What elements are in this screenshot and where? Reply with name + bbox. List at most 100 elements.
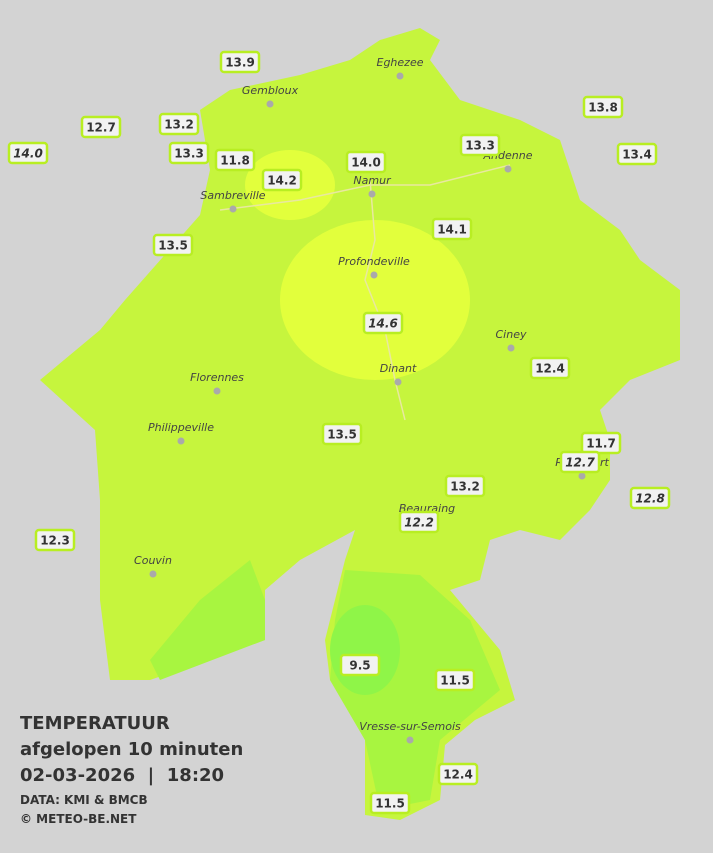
station-label: 11.7 <box>580 431 622 455</box>
town-name: Eghezee <box>377 56 424 69</box>
town-dot <box>213 387 221 395</box>
cool-zone <box>150 560 265 680</box>
cold-zone <box>330 605 400 695</box>
source: DATA: KMI & BMCB <box>20 793 148 807</box>
label-box <box>219 50 261 74</box>
label-box <box>434 668 476 692</box>
label-box <box>80 115 122 139</box>
label-box <box>559 450 601 474</box>
label-box <box>34 528 76 552</box>
temperature: 11.8 <box>220 154 250 168</box>
temperature: 11.5 <box>375 797 405 811</box>
town-name: Gembloux <box>242 84 299 97</box>
temperature: 14.0 <box>13 147 43 161</box>
temperature: 14.1 <box>437 223 467 237</box>
label-box <box>529 356 571 380</box>
label-box <box>431 217 473 241</box>
station-label: 11.5 <box>369 791 411 815</box>
town-name: Dinant <box>380 362 417 375</box>
station-label: 13.9 <box>219 50 261 74</box>
station-label: 13.2 <box>158 112 200 136</box>
river <box>219 164 511 211</box>
temperature: 13.9 <box>225 56 255 70</box>
station-label: 14.1 <box>431 217 473 241</box>
station-label: 9.5 <box>339 653 381 677</box>
station-label: 12.8 <box>629 486 671 510</box>
label-box <box>437 762 479 786</box>
copyright: © METEO-BE.NET <box>20 812 137 826</box>
label-box <box>369 791 411 815</box>
temperature: 13.5 <box>327 428 357 442</box>
temperature: 9.5 <box>349 659 370 673</box>
town-dot <box>394 378 402 386</box>
label-box <box>261 168 303 192</box>
temperature: 12.2 <box>404 516 434 530</box>
station-label: 12.7 <box>80 115 122 139</box>
station-label: 13.5 <box>321 422 363 446</box>
town-name: Couvin <box>134 554 172 567</box>
town-name: Ciney <box>496 328 527 341</box>
town-dot <box>266 100 274 108</box>
town-name: Vresse-sur-Semois <box>359 720 461 733</box>
label-box <box>459 133 501 157</box>
temperature: 12.7 <box>565 456 595 470</box>
temperature: 12.4 <box>535 362 565 376</box>
temperature: 13.8 <box>588 101 618 115</box>
temperature: 13.5 <box>158 239 188 253</box>
station-label: 12.4 <box>437 762 479 786</box>
datetime: 02-03-2026 | 18:20 <box>20 765 224 786</box>
label-box <box>158 112 200 136</box>
label-box <box>7 141 49 165</box>
temperature: 13.3 <box>465 139 495 153</box>
label-box <box>616 142 658 166</box>
town-dot <box>368 190 376 198</box>
station-label: 11.5 <box>434 668 476 692</box>
label-box <box>345 150 387 174</box>
temperature: 12.4 <box>443 768 473 782</box>
temperature: 13.2 <box>450 480 480 494</box>
river <box>364 179 406 421</box>
temperature: 14.0 <box>351 156 381 170</box>
station-label: 14.2 <box>261 168 303 192</box>
title: TEMPERATUUR <box>20 713 170 734</box>
station-label: 12.4 <box>529 356 571 380</box>
station-label: 14.0 <box>345 150 387 174</box>
label-box <box>444 474 486 498</box>
station-label: 13.3 <box>168 141 210 165</box>
town-dot <box>504 165 512 173</box>
town-name: Philippeville <box>148 421 214 434</box>
subtitle: afgelopen 10 minuten <box>20 739 243 760</box>
town-dot <box>149 570 157 578</box>
town-name: Sambreville <box>200 189 265 202</box>
warm-zone <box>280 220 470 380</box>
label-box <box>321 422 363 446</box>
label-box <box>339 653 381 677</box>
label-box <box>398 510 440 534</box>
label-box <box>214 148 256 172</box>
temperature: 13.3 <box>174 147 204 161</box>
town-dot <box>507 344 515 352</box>
station-label: 13.8 <box>582 95 624 119</box>
station-label: 14.0 <box>7 141 49 165</box>
temperature: 14.2 <box>267 174 297 188</box>
temperature: 11.5 <box>440 674 470 688</box>
temperature: 11.7 <box>586 437 616 451</box>
town-name: Profondeville <box>338 255 410 268</box>
temperature: 14.6 <box>368 317 398 331</box>
station-label: 13.4 <box>616 142 658 166</box>
station-label: 13.5 <box>152 233 194 257</box>
town-dot <box>396 72 404 80</box>
temperature: 13.4 <box>622 148 652 162</box>
station-label: 12.7 <box>559 450 601 474</box>
label-box <box>362 311 404 335</box>
town-dot <box>229 205 237 213</box>
label-box <box>582 95 624 119</box>
town-dot <box>370 271 378 279</box>
temperature: 13.2 <box>164 118 194 132</box>
station-label: 11.8 <box>214 148 256 172</box>
town-name: Florennes <box>190 371 244 384</box>
town-dot <box>578 472 586 480</box>
town-dot <box>177 437 185 445</box>
town-name: Namur <box>353 174 392 187</box>
